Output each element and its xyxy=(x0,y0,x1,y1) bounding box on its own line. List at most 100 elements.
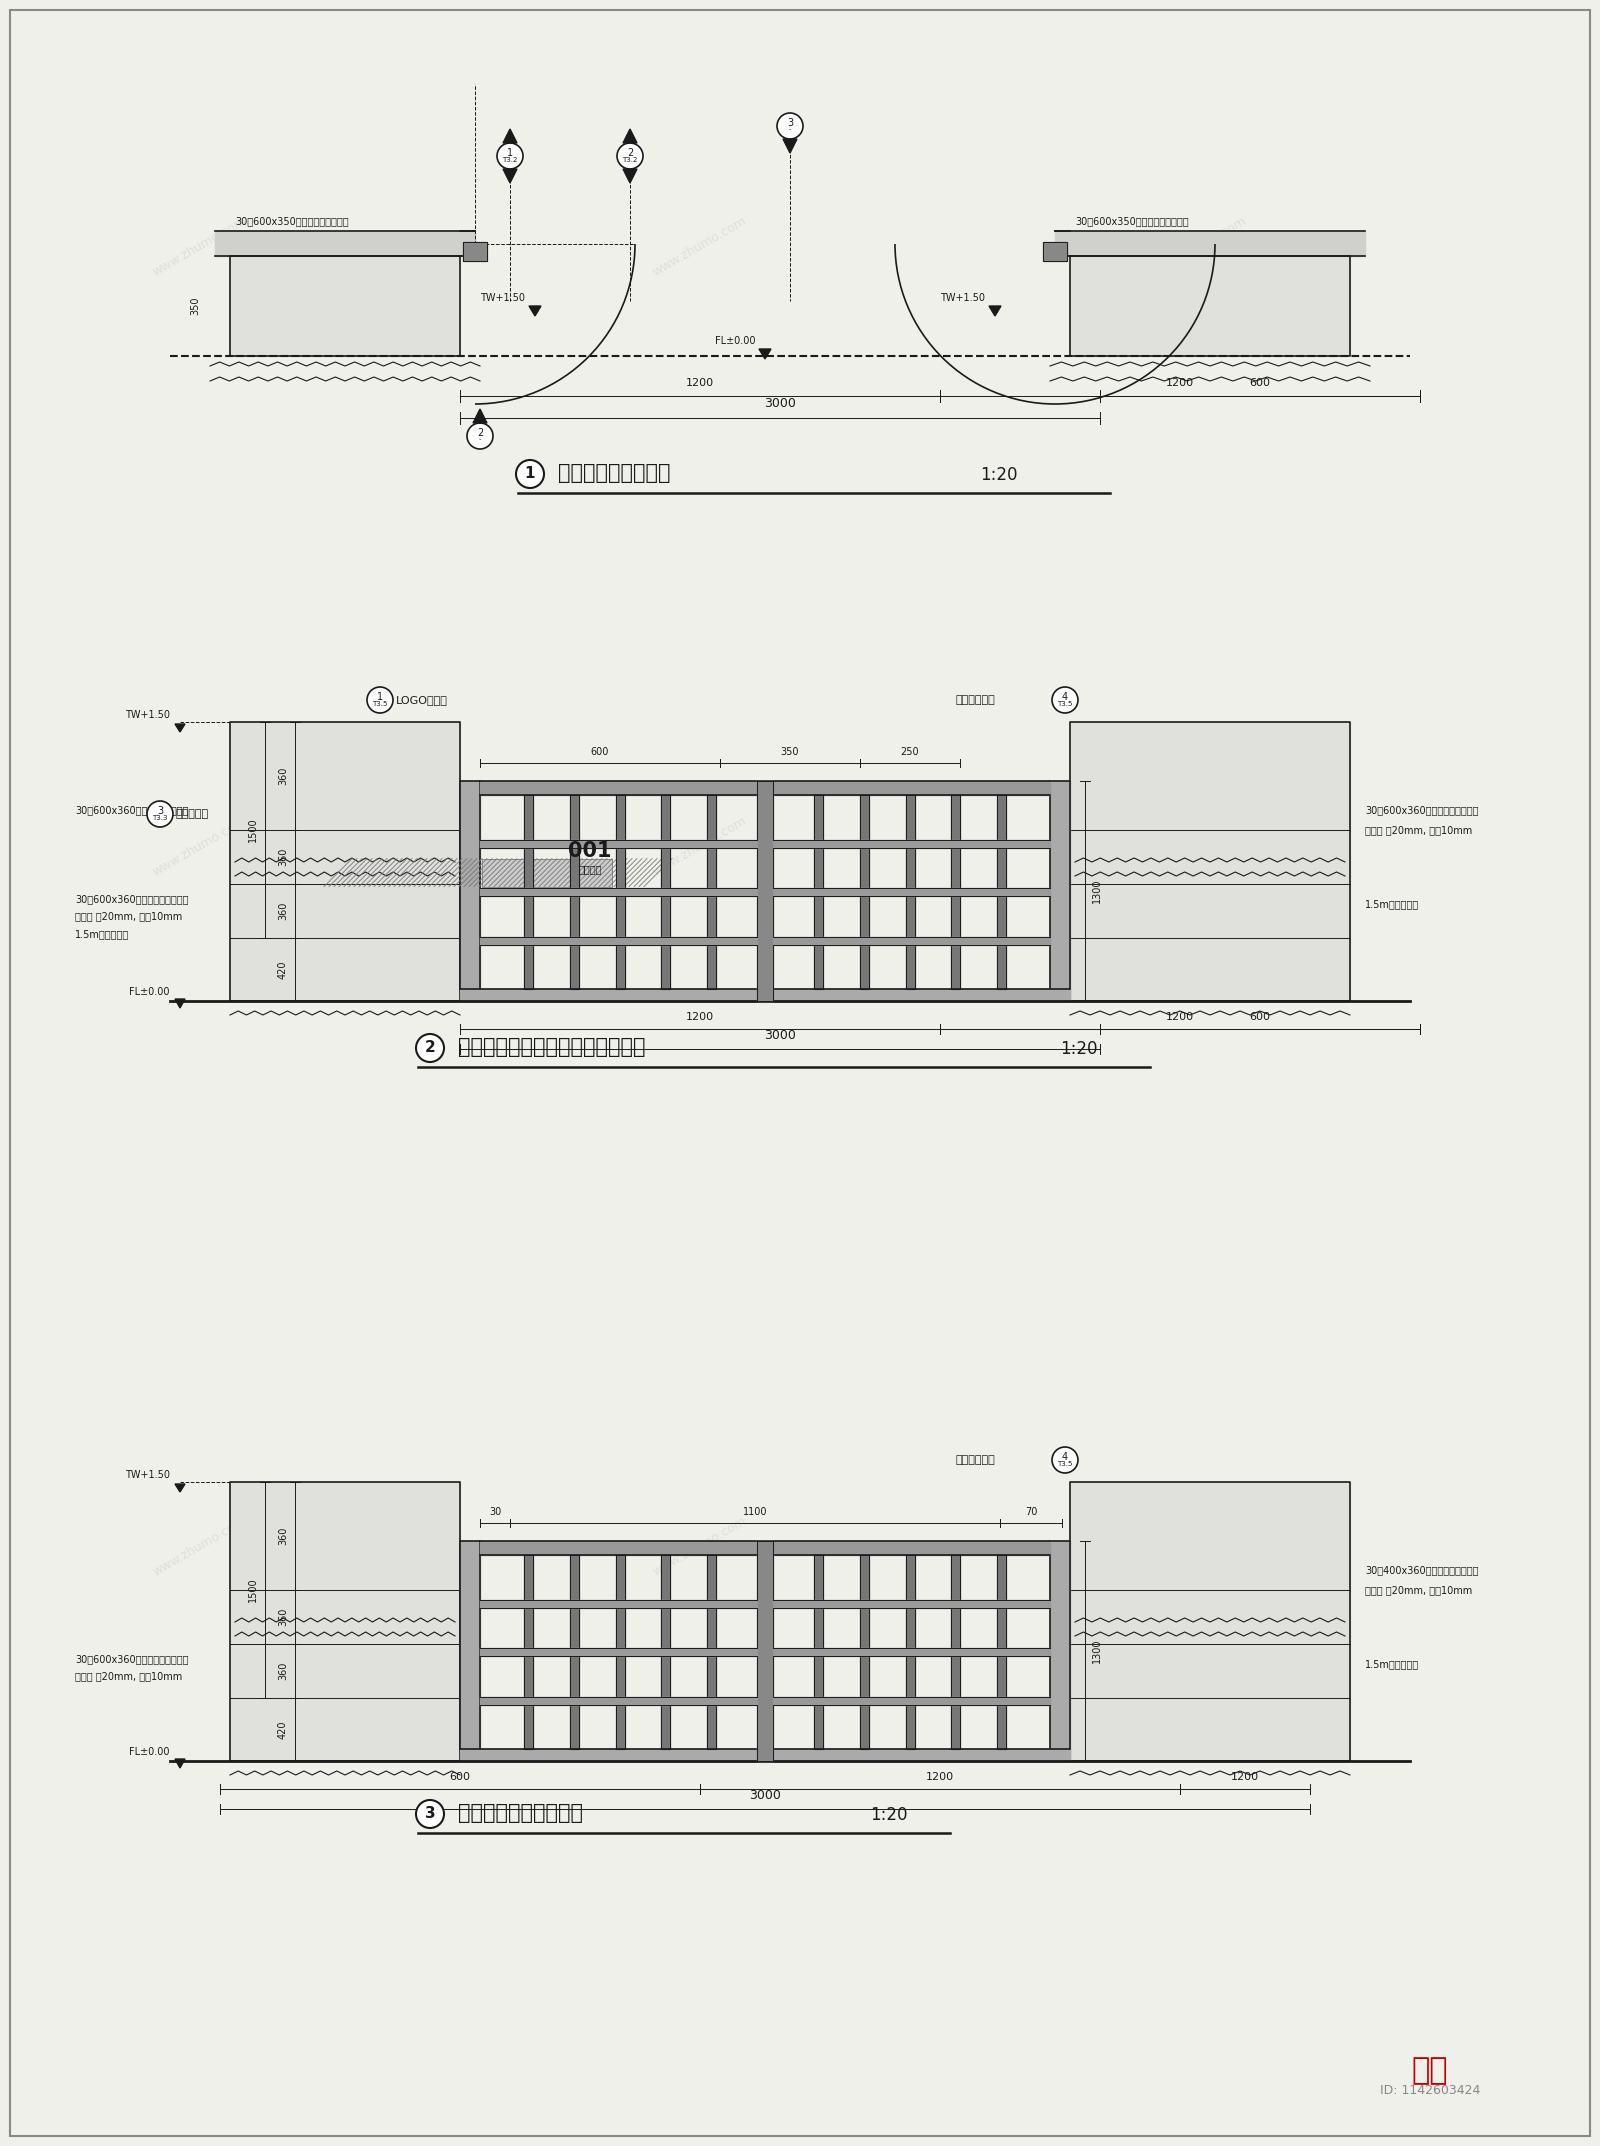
Text: 360: 360 xyxy=(278,1526,288,1545)
Text: 1300: 1300 xyxy=(1091,1640,1102,1663)
Polygon shape xyxy=(859,1556,869,1749)
Text: 3: 3 xyxy=(424,1807,435,1822)
Polygon shape xyxy=(773,839,1050,848)
Circle shape xyxy=(416,1034,445,1062)
Circle shape xyxy=(1053,687,1078,712)
Polygon shape xyxy=(480,839,757,848)
Text: 360: 360 xyxy=(278,848,288,867)
Polygon shape xyxy=(570,1556,579,1749)
Text: 3000: 3000 xyxy=(749,1790,781,1803)
Text: 1.5m高绿篱围墙: 1.5m高绿篱围墙 xyxy=(75,929,130,940)
Polygon shape xyxy=(461,989,1070,1000)
Text: 360: 360 xyxy=(278,766,288,785)
Text: 4: 4 xyxy=(1062,1451,1069,1461)
Text: www.zhumo.com: www.zhumo.com xyxy=(150,215,250,279)
Text: 30厚600x360黄金麻荔枝面花岗岩: 30厚600x360黄金麻荔枝面花岗岩 xyxy=(75,895,189,903)
Text: 30厚600x350黄金麻荔枝面花岗岩: 30厚600x350黄金麻荔枝面花岗岩 xyxy=(1075,217,1189,225)
Text: 铁艺门放大图: 铁艺门放大图 xyxy=(955,695,995,706)
Polygon shape xyxy=(906,794,915,989)
Polygon shape xyxy=(230,721,461,1000)
Polygon shape xyxy=(525,794,533,989)
Polygon shape xyxy=(230,1483,461,1762)
Polygon shape xyxy=(480,936,757,944)
Circle shape xyxy=(1053,1446,1078,1472)
Polygon shape xyxy=(461,1749,1070,1762)
Polygon shape xyxy=(773,1599,1050,1607)
Text: TW+1.50: TW+1.50 xyxy=(941,294,986,303)
Text: 250: 250 xyxy=(901,747,920,758)
Polygon shape xyxy=(758,350,771,358)
Polygon shape xyxy=(782,139,797,152)
Text: 3: 3 xyxy=(787,118,794,127)
Polygon shape xyxy=(530,307,541,315)
Polygon shape xyxy=(859,794,869,989)
Text: 30厚600x350黄金麻荔枝面花岗岩: 30厚600x350黄金麻荔枝面花岗岩 xyxy=(235,217,349,225)
Text: FL±0.00: FL±0.00 xyxy=(130,1747,170,1758)
Circle shape xyxy=(416,1800,445,1828)
Text: T3.5: T3.5 xyxy=(1058,1461,1072,1466)
Polygon shape xyxy=(1054,232,1365,255)
Text: 1: 1 xyxy=(507,148,514,157)
Text: www.zhumo.com: www.zhumo.com xyxy=(1150,215,1250,279)
Polygon shape xyxy=(997,1556,1006,1749)
Polygon shape xyxy=(707,794,715,989)
Polygon shape xyxy=(773,936,1050,944)
Text: 上拉槽 宽20mm, 内凹10mm: 上拉槽 宽20mm, 内凹10mm xyxy=(75,912,182,921)
Text: 420: 420 xyxy=(278,1721,288,1738)
Text: TW+1.50: TW+1.50 xyxy=(125,1470,170,1481)
Polygon shape xyxy=(502,129,517,144)
Text: 30厚400x360黄金麻荔枝面花岗岩: 30厚400x360黄金麻荔枝面花岗岩 xyxy=(1365,1564,1478,1575)
Text: www.zhumo.com: www.zhumo.com xyxy=(1150,1513,1250,1577)
Text: 30厚600x360黄金麻荔枝面花岗岩: 30厚600x360黄金麻荔枝面花岗岩 xyxy=(75,1655,189,1663)
Polygon shape xyxy=(814,1556,822,1749)
Text: 420: 420 xyxy=(278,959,288,979)
Text: www.zhumo.com: www.zhumo.com xyxy=(651,1513,749,1577)
Text: 小院入户门一平面图: 小院入户门一平面图 xyxy=(558,464,670,483)
Text: 350: 350 xyxy=(781,747,800,758)
Text: 3: 3 xyxy=(157,805,163,815)
Polygon shape xyxy=(950,1556,960,1749)
Text: 4: 4 xyxy=(1062,691,1069,702)
Text: 2: 2 xyxy=(424,1041,435,1056)
Polygon shape xyxy=(814,794,822,989)
Polygon shape xyxy=(997,794,1006,989)
Polygon shape xyxy=(474,410,486,423)
Text: T3.3: T3.3 xyxy=(152,815,168,820)
Text: 350: 350 xyxy=(190,296,200,315)
Text: 30厚600x360黄金麻拉丝面花岗岩: 30厚600x360黄金麻拉丝面花岗岩 xyxy=(75,805,189,815)
Text: LOGO放大图: LOGO放大图 xyxy=(397,695,448,706)
Text: 铁艺门放大图: 铁艺门放大图 xyxy=(955,1455,995,1466)
Polygon shape xyxy=(174,1485,186,1491)
Text: 上拉槽 宽20mm, 内凹10mm: 上拉槽 宽20mm, 内凹10mm xyxy=(75,1672,182,1680)
Text: 2: 2 xyxy=(627,148,634,157)
Polygon shape xyxy=(773,1697,1050,1704)
Text: 2: 2 xyxy=(477,427,483,438)
Polygon shape xyxy=(461,781,480,1000)
Polygon shape xyxy=(616,1556,624,1749)
Text: FL±0.00: FL±0.00 xyxy=(715,337,755,346)
Text: 石材放大图: 石材放大图 xyxy=(176,809,210,820)
Polygon shape xyxy=(480,781,1050,794)
Text: 1200: 1200 xyxy=(1166,378,1194,388)
Polygon shape xyxy=(1070,255,1350,356)
Text: -: - xyxy=(789,127,792,133)
Polygon shape xyxy=(773,888,1050,897)
Text: TW+1.50: TW+1.50 xyxy=(125,710,170,721)
Polygon shape xyxy=(480,1541,1050,1556)
Polygon shape xyxy=(622,170,637,182)
Polygon shape xyxy=(622,129,637,144)
Text: 360: 360 xyxy=(278,1607,288,1627)
Text: T3.5: T3.5 xyxy=(1058,700,1072,706)
Polygon shape xyxy=(989,307,1002,315)
Polygon shape xyxy=(707,1556,715,1749)
Text: 1500: 1500 xyxy=(248,818,258,843)
Text: 30厚600x360黄金麻荔枝面花岗岩: 30厚600x360黄金麻荔枝面花岗岩 xyxy=(1365,805,1478,815)
Text: FL±0.00: FL±0.00 xyxy=(130,987,170,998)
Circle shape xyxy=(778,114,803,139)
Polygon shape xyxy=(570,794,579,989)
Text: 开元上府: 开元上府 xyxy=(578,865,602,873)
Polygon shape xyxy=(461,1541,480,1762)
Circle shape xyxy=(618,144,643,170)
Polygon shape xyxy=(661,794,670,989)
Polygon shape xyxy=(906,1556,915,1749)
